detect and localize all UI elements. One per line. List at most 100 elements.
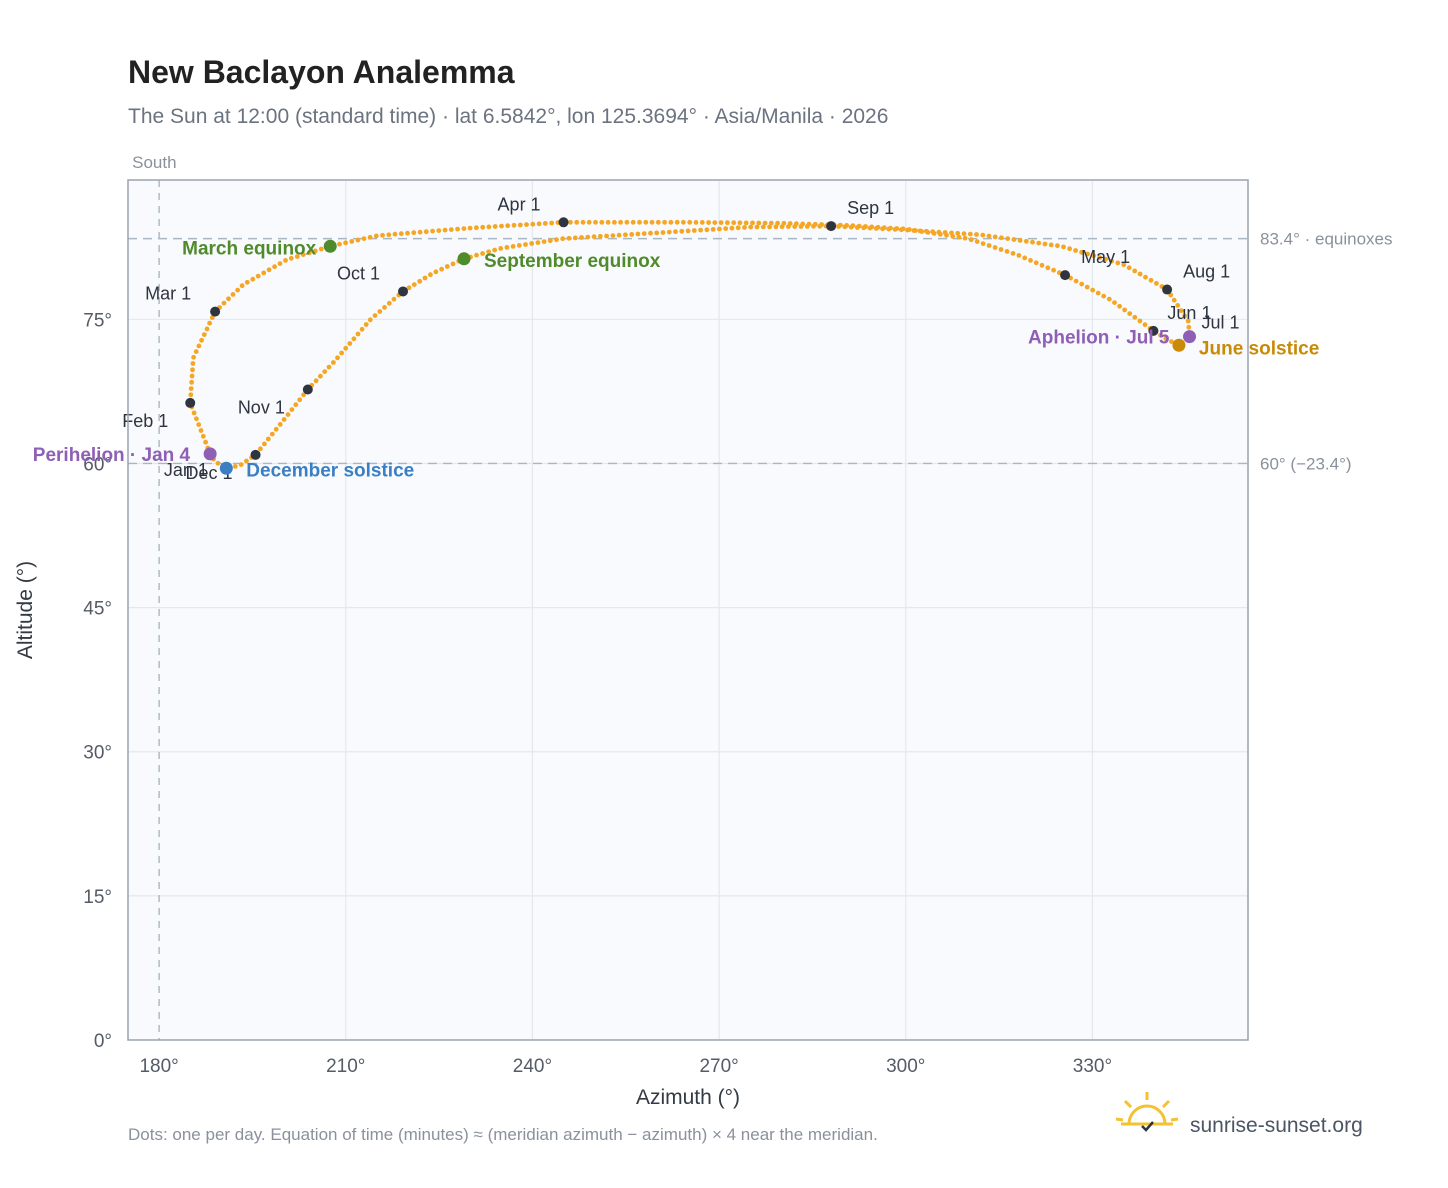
day-dot xyxy=(855,225,860,230)
y-tick-label: 75° xyxy=(83,310,112,331)
day-dot xyxy=(511,222,517,228)
day-dot xyxy=(367,317,373,323)
day-dot xyxy=(188,386,194,391)
day-dot xyxy=(355,237,361,243)
day-dot xyxy=(767,224,772,230)
event-marker xyxy=(219,461,233,475)
day-dot xyxy=(967,231,973,237)
day-dot xyxy=(873,226,879,231)
day-dot xyxy=(207,320,213,326)
day-dot xyxy=(288,255,294,261)
day-dot xyxy=(199,337,205,343)
day-dot xyxy=(343,345,349,351)
day-dot xyxy=(536,221,542,227)
day-dot xyxy=(880,226,885,232)
day-dot xyxy=(486,224,492,230)
day-dot xyxy=(504,245,510,250)
day-dot xyxy=(1023,238,1029,244)
month-label: Nov 1 xyxy=(238,397,285,417)
day-dot xyxy=(968,237,974,243)
day-dot xyxy=(731,220,737,226)
y-tick-label: 15° xyxy=(83,887,112,908)
y-axis-title: Altitude (°) xyxy=(14,561,37,659)
day-dot xyxy=(1016,253,1022,258)
day-dot xyxy=(629,232,635,237)
day-dot xyxy=(798,224,804,229)
reference-label: 83.4° · equinoxes xyxy=(1260,230,1393,249)
day-dot xyxy=(492,224,498,229)
day-dot xyxy=(1011,237,1017,242)
day-dot xyxy=(786,224,791,230)
day-dot xyxy=(986,243,992,248)
day-dot xyxy=(373,233,379,239)
day-dot xyxy=(283,258,288,263)
day-dot xyxy=(542,221,548,226)
day-dot xyxy=(750,220,755,226)
day-dot xyxy=(706,220,711,225)
day-dot xyxy=(386,232,392,238)
event-marker xyxy=(1183,330,1197,344)
event-label: September equinox xyxy=(484,251,661,272)
day-dot xyxy=(541,239,547,245)
month-label: Feb 1 xyxy=(122,411,168,431)
day-dot xyxy=(422,275,428,281)
day-dot xyxy=(779,224,785,230)
event-marker xyxy=(1172,338,1186,352)
day-dot xyxy=(258,446,263,452)
day-dot xyxy=(269,431,275,437)
day-dot xyxy=(1143,274,1148,280)
day-dot xyxy=(265,436,271,442)
month-marker xyxy=(210,306,221,317)
month-marker xyxy=(398,286,409,297)
day-dot xyxy=(535,240,541,246)
month-marker xyxy=(250,449,261,460)
day-dot xyxy=(681,219,686,225)
month-label: Jan 1 xyxy=(164,460,208,480)
day-dot xyxy=(1095,290,1101,296)
day-dot xyxy=(297,397,303,403)
day-dot xyxy=(318,246,324,252)
x-tick-label: 330° xyxy=(1073,1056,1112,1077)
day-dot xyxy=(423,229,429,235)
day-dot xyxy=(560,236,566,242)
day-dot xyxy=(1101,293,1107,299)
day-dot xyxy=(529,241,535,246)
day-dot xyxy=(610,233,616,239)
day-dot xyxy=(226,296,231,302)
day-dot xyxy=(277,261,283,266)
day-dot xyxy=(679,228,685,234)
day-dot xyxy=(417,229,423,235)
day-dot xyxy=(867,225,873,231)
day-dot xyxy=(331,360,336,365)
day-dot xyxy=(836,224,841,229)
day-dot xyxy=(674,219,680,225)
day-dot xyxy=(586,219,592,225)
day-dot xyxy=(480,224,486,230)
south-label: South xyxy=(132,153,176,172)
day-dot xyxy=(209,315,215,320)
day-dot xyxy=(386,300,392,306)
day-dot xyxy=(261,270,267,276)
day-dot xyxy=(635,231,641,237)
day-dot xyxy=(712,220,718,226)
day-dot xyxy=(1039,262,1045,268)
day-dot xyxy=(892,227,898,232)
day-dot xyxy=(687,219,693,225)
day-dot xyxy=(1028,258,1033,263)
day-dot xyxy=(760,224,766,230)
day-dot xyxy=(230,292,236,297)
day-dot xyxy=(630,219,636,225)
day-dot xyxy=(1010,251,1016,256)
month-label: Oct 1 xyxy=(337,263,380,283)
day-dot xyxy=(417,278,423,284)
day-dot xyxy=(347,341,353,346)
month-label: Apr 1 xyxy=(498,194,541,214)
day-dot xyxy=(936,229,942,235)
x-tick-label: 180° xyxy=(139,1056,178,1077)
day-dot xyxy=(221,300,227,306)
day-dot xyxy=(359,326,365,332)
day-dot xyxy=(312,248,318,254)
day-dot xyxy=(737,220,743,226)
day-dot xyxy=(285,412,291,417)
